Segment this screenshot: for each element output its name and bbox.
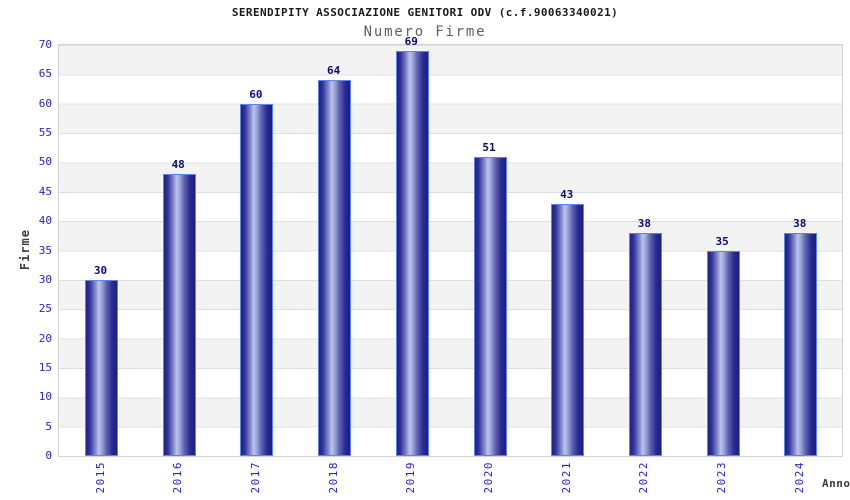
y-tick-label: 70 [38, 38, 52, 51]
x-tick-label: 2015 [93, 461, 107, 494]
bar-value-label: 69 [404, 34, 418, 48]
x-tick-label: 2022 [637, 461, 651, 494]
bar-value-label: 43 [560, 187, 574, 201]
chart-subtitle: Numero Firme [363, 24, 487, 40]
y-tick-label: 65 [38, 67, 52, 81]
x-tick-label: 2018 [326, 461, 340, 494]
bar [473, 156, 507, 456]
bar-value-label: 48 [171, 158, 185, 172]
bar-value-label: 35 [715, 234, 729, 248]
x-tick-label: 2021 [559, 461, 573, 494]
bar [395, 50, 429, 456]
y-tick-label: 30 [38, 272, 52, 286]
x-tick-label: 2023 [715, 461, 729, 494]
y-tick-label: 10 [38, 390, 52, 404]
bar [551, 203, 585, 456]
y-tick-label: 45 [38, 184, 52, 198]
bar-value-label: 38 [637, 216, 652, 230]
bar [784, 232, 818, 456]
x-tick-label: 2017 [248, 461, 262, 494]
y-tick-label: 15 [38, 360, 52, 374]
bar [706, 250, 740, 456]
bar [162, 174, 196, 456]
bar [85, 279, 118, 456]
x-tick-label: 2024 [792, 461, 806, 494]
bar-value-label: 51 [482, 140, 496, 154]
x-tick-label: 2019 [404, 461, 418, 494]
bar-value-label: 64 [326, 64, 341, 78]
y-tick-label: 55 [38, 126, 52, 140]
x-tick-label: 2020 [482, 461, 495, 494]
y-tick-label: 50 [38, 155, 52, 169]
bar [628, 232, 662, 456]
y-tick-label: 0 [45, 449, 52, 462]
y-tick-label: 25 [38, 302, 52, 316]
bar [318, 80, 352, 456]
y-tick-label: 40 [38, 214, 52, 228]
bar-value-label: 30 [93, 263, 108, 277]
y-tick-label: 20 [38, 331, 52, 345]
x-tick-label: 2016 [171, 461, 185, 494]
bar-value-label: 60 [249, 87, 263, 101]
bar-value-label: 38 [793, 216, 807, 230]
chart-title: SERENDIPITY ASSOCIAZIONE GENITORI ODV (c… [231, 6, 619, 19]
y-tick-label: 35 [38, 243, 52, 257]
y-tick-label: 5 [45, 419, 52, 433]
plot-area [58, 44, 843, 457]
y-tick-label: 60 [38, 96, 52, 110]
x-axis-label: Anno [822, 477, 850, 490]
bar [240, 103, 274, 456]
